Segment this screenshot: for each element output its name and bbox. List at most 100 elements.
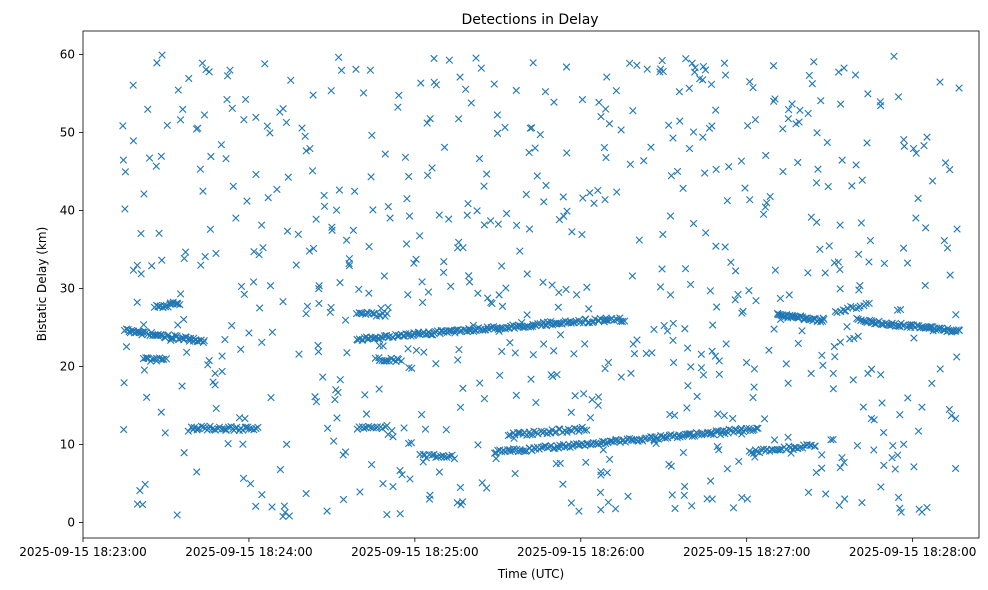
detection-point [829, 385, 838, 393]
detection-point [384, 303, 392, 312]
detection-point [877, 320, 886, 329]
detection-point [509, 445, 518, 453]
detection-point [838, 156, 846, 164]
detection-point [918, 403, 926, 411]
detection-point [765, 346, 773, 354]
y-axis-label: Bistatic Delay (km) [35, 227, 49, 342]
detection-point [951, 464, 960, 473]
detection-point [415, 232, 424, 240]
detection-point [525, 225, 534, 233]
detection-point [475, 154, 484, 163]
detection-point [928, 177, 937, 185]
detection-point [750, 365, 759, 373]
detection-point [787, 449, 795, 457]
detection-point [205, 356, 213, 365]
detection-point [472, 54, 480, 62]
detection-point [553, 370, 561, 379]
detection-point [811, 442, 819, 450]
detection-point [741, 184, 749, 192]
detection-point [193, 468, 201, 476]
detection-point [955, 84, 963, 92]
detection-point [120, 425, 128, 434]
detection-point [690, 68, 699, 76]
detection-point [683, 344, 692, 352]
detection-point [701, 169, 709, 177]
detection-point [838, 453, 846, 462]
detection-point [734, 290, 742, 299]
x-tick-label: 2025-09-15 18:28:00 [849, 545, 976, 559]
detection-point [910, 463, 918, 471]
detection-point [501, 123, 509, 132]
detection-point [953, 225, 961, 233]
detection-point [140, 366, 149, 374]
detection-point [893, 306, 902, 314]
detection-point [494, 446, 502, 455]
detection-point [426, 114, 434, 123]
detection-point [355, 285, 363, 294]
detection-point [738, 430, 746, 438]
detection-point [389, 433, 397, 441]
detection-point [440, 143, 449, 151]
detection-point [179, 105, 187, 114]
detection-point [681, 325, 689, 333]
detection-point [903, 259, 912, 267]
detection-point [580, 426, 588, 434]
detection-point [729, 414, 737, 423]
detection-point [952, 326, 960, 334]
detection-point [742, 424, 751, 433]
detection-point [202, 65, 210, 74]
detection-point [753, 447, 761, 456]
y-tick-label: 50 [60, 125, 75, 139]
detection-point [605, 120, 614, 128]
detection-point [419, 458, 427, 466]
detection-point [229, 182, 238, 190]
detection-point [153, 59, 161, 67]
detection-point [579, 390, 588, 398]
detection-point [900, 142, 909, 150]
detection-point [162, 355, 171, 363]
detection-point [555, 319, 564, 328]
detection-point [464, 272, 473, 280]
detection-point [834, 68, 843, 76]
detection-point [597, 112, 605, 121]
detection-point [361, 391, 369, 399]
detection-point [493, 111, 502, 119]
x-tick-label: 2025-09-15 18:25:00 [351, 545, 478, 559]
detection-point [594, 440, 603, 448]
detection-point [388, 426, 396, 435]
detection-point [729, 504, 738, 512]
detection-point [705, 124, 714, 132]
detection-point [680, 482, 689, 491]
detection-point [493, 129, 502, 138]
detection-point [679, 448, 688, 457]
detection-point [176, 300, 184, 309]
detection-point [807, 213, 815, 221]
detection-point [836, 285, 844, 293]
y-tick-label: 10 [60, 437, 75, 451]
detection-point [185, 74, 193, 83]
detection-point [474, 441, 482, 449]
detection-point [301, 132, 309, 141]
detection-point [952, 311, 960, 319]
detection-point [404, 172, 413, 181]
detection-point [320, 202, 329, 211]
detection-point [594, 401, 602, 410]
detection-point [314, 341, 322, 350]
detection-point [836, 221, 844, 229]
detection-point [488, 299, 496, 308]
detection-point [943, 244, 952, 252]
detection-point [665, 121, 673, 129]
detection-point [827, 436, 835, 444]
detection-point [506, 447, 514, 456]
detection-point [666, 212, 675, 220]
detection-point [666, 291, 675, 299]
detection-point [496, 371, 504, 379]
detection-point [612, 86, 621, 95]
detection-point [894, 493, 903, 502]
detection-point [336, 278, 344, 287]
detection-point [315, 299, 323, 308]
detection-point [273, 185, 281, 194]
detection-point [669, 358, 678, 367]
detection-point [523, 270, 531, 278]
